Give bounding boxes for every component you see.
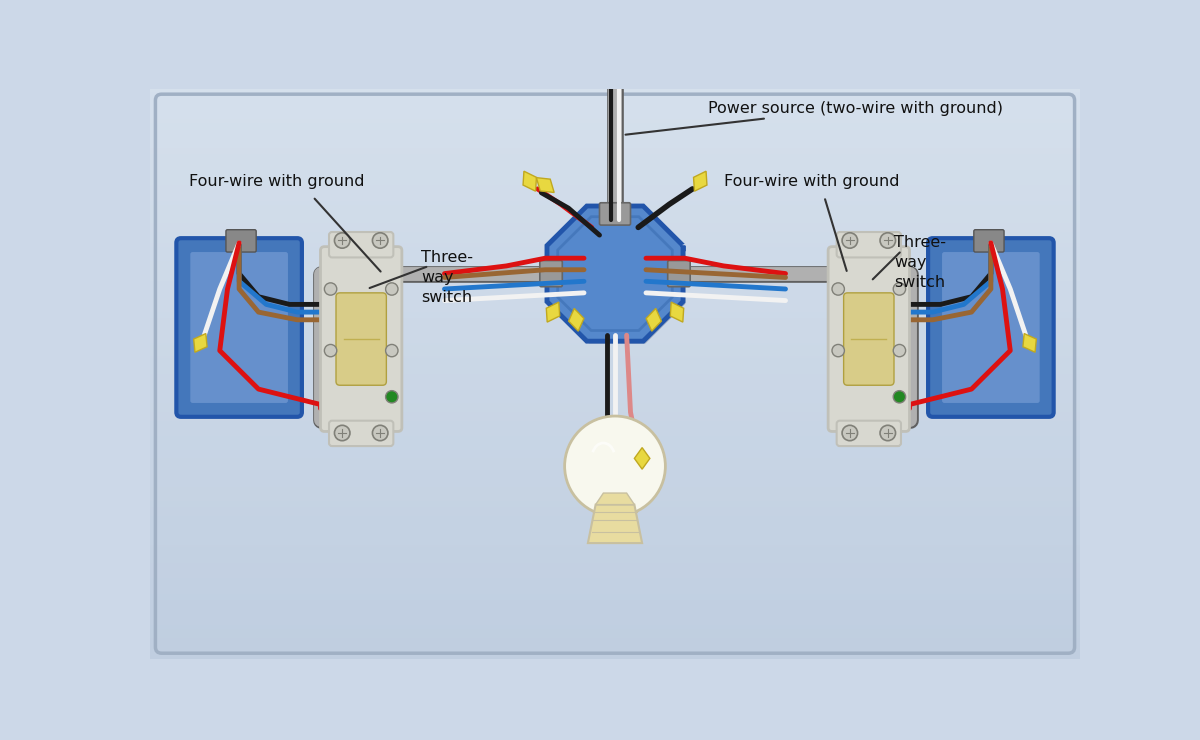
Polygon shape	[1022, 334, 1037, 352]
Circle shape	[832, 344, 845, 357]
Circle shape	[372, 233, 388, 248]
Text: Four-wire with ground: Four-wire with ground	[188, 174, 365, 189]
Text: Four-wire with ground: Four-wire with ground	[724, 174, 899, 189]
Circle shape	[893, 391, 906, 403]
Polygon shape	[569, 309, 584, 332]
Polygon shape	[694, 171, 707, 191]
FancyBboxPatch shape	[336, 293, 386, 386]
Circle shape	[385, 283, 398, 295]
Text: Three-
way
switch: Three- way switch	[421, 251, 473, 305]
FancyBboxPatch shape	[600, 203, 630, 225]
Circle shape	[842, 425, 858, 441]
Circle shape	[565, 416, 665, 517]
Circle shape	[335, 425, 350, 441]
Circle shape	[842, 233, 858, 248]
Circle shape	[832, 283, 845, 295]
Circle shape	[880, 233, 895, 248]
FancyBboxPatch shape	[329, 420, 394, 446]
Polygon shape	[546, 302, 559, 322]
Polygon shape	[588, 505, 642, 543]
FancyBboxPatch shape	[667, 260, 690, 286]
FancyBboxPatch shape	[191, 252, 288, 403]
Text: Three-
way
switch: Three- way switch	[894, 235, 946, 289]
Polygon shape	[671, 302, 684, 322]
Polygon shape	[193, 334, 208, 352]
Polygon shape	[547, 206, 683, 341]
FancyBboxPatch shape	[226, 229, 256, 252]
Polygon shape	[550, 209, 685, 343]
Circle shape	[893, 283, 906, 295]
FancyBboxPatch shape	[540, 260, 563, 286]
Circle shape	[335, 233, 350, 248]
FancyBboxPatch shape	[836, 232, 901, 258]
FancyBboxPatch shape	[320, 246, 402, 431]
Circle shape	[893, 344, 906, 357]
FancyBboxPatch shape	[942, 252, 1039, 403]
Circle shape	[385, 391, 398, 403]
Polygon shape	[635, 448, 650, 469]
FancyBboxPatch shape	[974, 229, 1004, 252]
Text: Power source (two-wire with ground): Power source (two-wire with ground)	[625, 101, 1003, 135]
FancyBboxPatch shape	[844, 293, 894, 386]
FancyBboxPatch shape	[828, 246, 910, 431]
Polygon shape	[523, 171, 536, 191]
Circle shape	[324, 344, 337, 357]
Polygon shape	[536, 178, 554, 192]
FancyBboxPatch shape	[329, 232, 394, 258]
Circle shape	[385, 344, 398, 357]
Circle shape	[324, 283, 337, 295]
Circle shape	[880, 425, 895, 441]
FancyBboxPatch shape	[176, 238, 302, 417]
Polygon shape	[595, 493, 635, 505]
FancyBboxPatch shape	[928, 238, 1054, 417]
Polygon shape	[646, 309, 661, 332]
Circle shape	[372, 425, 388, 441]
FancyBboxPatch shape	[836, 420, 901, 446]
